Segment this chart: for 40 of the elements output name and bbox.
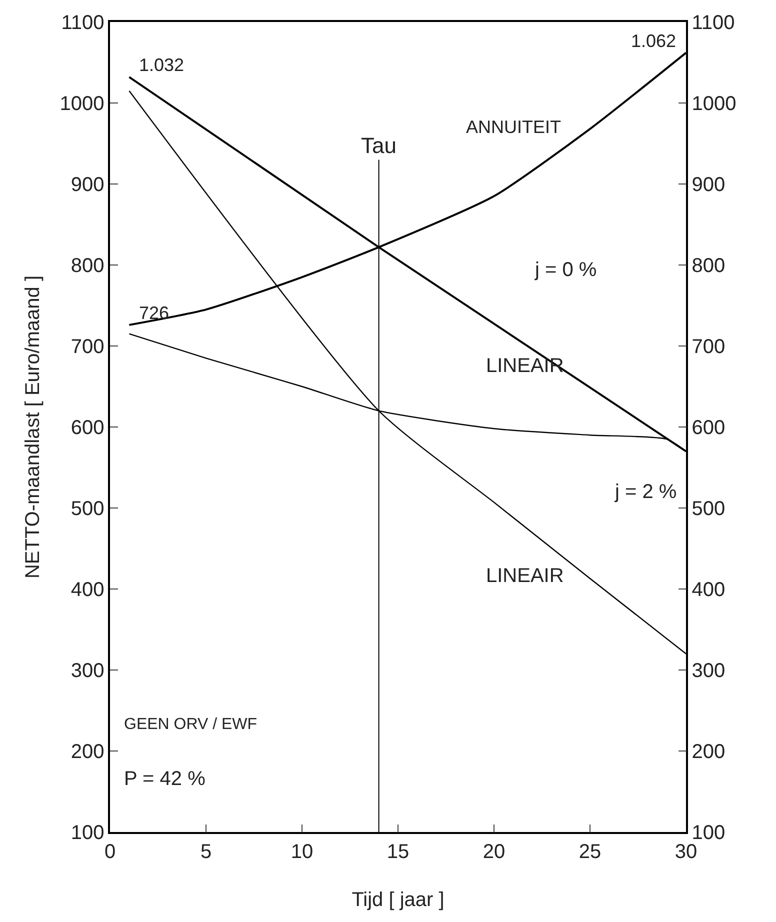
- y-tick-label: 200: [70, 741, 104, 763]
- y2-tick-label: 1100: [692, 12, 735, 34]
- y-axis-title: NETTO-maandlast [ Euro/maand ]: [22, 275, 44, 579]
- y-tick-label: 500: [70, 498, 104, 520]
- annotation: LINEAIR: [486, 565, 564, 587]
- annotation: j = 2 %: [614, 481, 677, 503]
- annotation: 1.062: [631, 31, 676, 51]
- y2-tick-label: 800: [692, 255, 726, 277]
- annotation: P = 42 %: [124, 768, 206, 790]
- annotation: 726: [139, 303, 170, 323]
- y2-tick-label: 400: [692, 579, 726, 601]
- y-tick-label: 300: [70, 660, 104, 682]
- annotation: GEEN ORV / EWF: [124, 716, 258, 733]
- x-tick-label: 20: [482, 840, 506, 863]
- y2-tick-label: 300: [692, 660, 726, 682]
- y-tick-label: 100: [70, 822, 104, 844]
- annotation: 1.032: [139, 55, 184, 75]
- y2-tick-label: 900: [692, 174, 726, 196]
- y2-tick-label: 1000: [692, 93, 736, 115]
- ref-line-label: Tau: [361, 133, 396, 158]
- x-tick-label: 0: [104, 840, 116, 863]
- x-axis-title: Tijd [ jaar ]: [352, 888, 444, 911]
- y-tick-label: 1100: [61, 12, 104, 34]
- annotation: j = 0 %: [534, 259, 597, 281]
- y-tick-label: 800: [70, 255, 104, 277]
- y-tick-label: 900: [70, 174, 104, 196]
- y2-tick-label: 200: [692, 741, 726, 763]
- y-tick-label: 400: [70, 579, 104, 601]
- annotation: ANNUITEIT: [466, 117, 562, 137]
- x-tick-label: 25: [578, 840, 602, 863]
- annotation: LINEAIR: [486, 355, 564, 377]
- y2-tick-label: 700: [692, 336, 726, 358]
- y-tick-label: 700: [70, 336, 104, 358]
- y-tick-label: 600: [70, 417, 104, 439]
- y2-tick-label: 600: [692, 417, 726, 439]
- y2-tick-label: 500: [692, 498, 726, 520]
- x-tick-label: 15: [386, 840, 410, 863]
- x-tick-label: 5: [200, 840, 212, 863]
- x-tick-label: 10: [290, 840, 314, 863]
- y-tick-label: 1000: [60, 93, 104, 115]
